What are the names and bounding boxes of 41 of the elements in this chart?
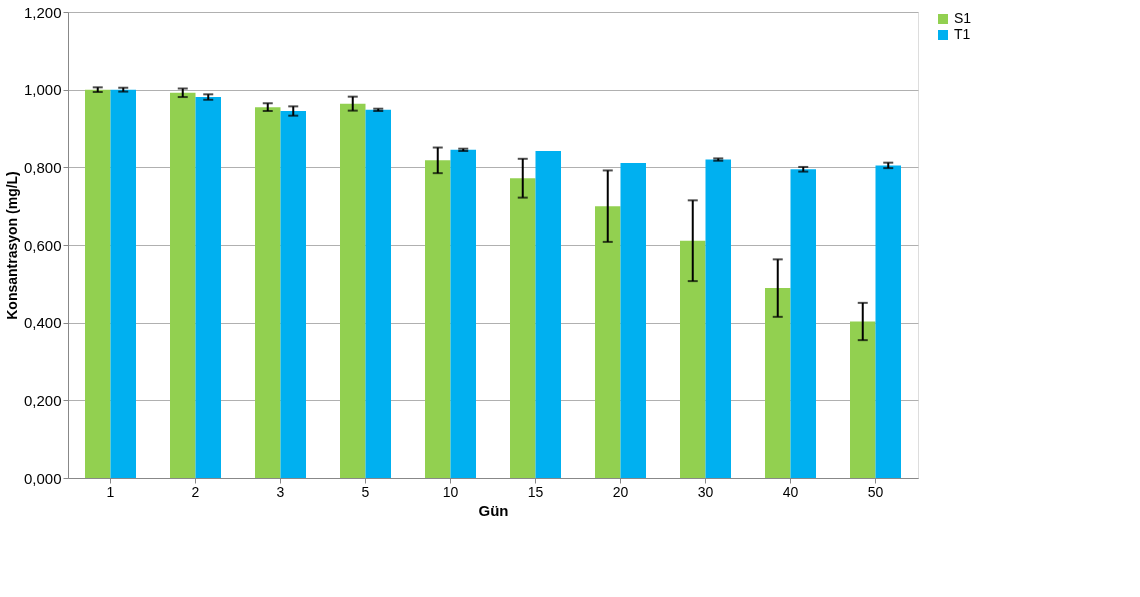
bar (340, 103, 366, 478)
bar (620, 163, 646, 478)
bar (110, 89, 136, 478)
x-tick-label: 15 (527, 483, 544, 500)
y-tick-label: 1,000 (23, 81, 62, 99)
x-tick-label: 5 (361, 483, 370, 500)
x-tick-label: 40 (782, 483, 799, 500)
bar (450, 149, 476, 478)
bar (790, 169, 816, 478)
y-tick-label: 0,800 (23, 158, 62, 176)
x-tick-label: 10 (442, 483, 459, 500)
y-tick-label: 0,000 (23, 469, 62, 487)
bar (365, 109, 391, 478)
legend-label: T1 (954, 26, 971, 42)
y-tick-label: 0,200 (23, 391, 62, 409)
bar (680, 240, 706, 478)
legend-label: S1 (954, 10, 972, 26)
bar (705, 159, 731, 478)
x-tick-label: 50 (867, 483, 884, 500)
bar (170, 92, 196, 478)
x-tick-label: 2 (191, 483, 200, 500)
x-tick-label: 1 (106, 483, 115, 500)
x-tick-label: 20 (612, 483, 629, 500)
bar (425, 160, 451, 478)
bar (875, 165, 901, 478)
bar (195, 97, 221, 478)
y-tick-label: 1,200 (23, 3, 62, 21)
bar (255, 107, 281, 478)
bar (510, 178, 536, 478)
x-tick-label: 3 (276, 483, 285, 500)
x-axis-title: Gün (478, 501, 509, 519)
bar (595, 206, 621, 478)
bar (280, 111, 306, 478)
y-axis-title: Konsantrasyon (mg/L) (3, 171, 20, 320)
bar (85, 89, 111, 478)
y-tick-label: 0,600 (23, 236, 62, 254)
bar (765, 288, 791, 478)
y-tick-label: 0,400 (23, 314, 62, 332)
x-tick-label: 30 (697, 483, 714, 500)
bar (850, 321, 876, 478)
bar (535, 151, 561, 478)
